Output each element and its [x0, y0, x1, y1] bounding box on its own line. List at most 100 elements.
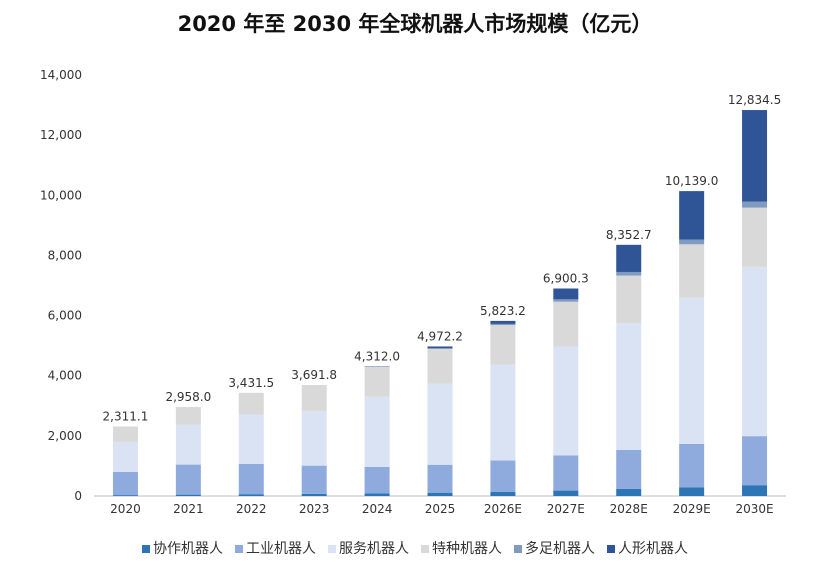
y-tick-label: 4,000 [48, 369, 82, 383]
legend-item: 人形机器人 [607, 538, 688, 558]
bar-segment [616, 488, 642, 496]
bar-segment [427, 348, 453, 349]
legend-swatch [514, 545, 522, 553]
bar-segment [679, 191, 705, 240]
bar-segment [679, 297, 705, 444]
bar-segment [427, 464, 453, 493]
bar-segment [616, 244, 642, 272]
y-tick-label: 10,000 [40, 188, 82, 202]
legend-label: 协作机器人 [153, 541, 223, 557]
bar-stack [238, 392, 264, 496]
x-tick-label: 2022 [236, 502, 267, 516]
bar-segment [238, 494, 264, 496]
bar-segment [616, 449, 642, 489]
y-tick-label: 14,000 [40, 68, 82, 82]
bar-stack [364, 366, 390, 496]
legend-label: 服务机器人 [339, 541, 409, 557]
total-label: 10,139.0 [665, 174, 718, 188]
bar-segment [238, 392, 264, 415]
bar-segment [490, 323, 516, 326]
bar-segment [742, 266, 768, 437]
legend-swatch [142, 545, 150, 553]
x-tick-label: 2023 [299, 502, 330, 516]
bar-stack [427, 346, 453, 496]
legend-item: 多足机器人 [514, 538, 595, 558]
total-label: 3,431.5 [228, 376, 274, 390]
x-tick-label: 2025 [425, 502, 456, 516]
bar-segment [364, 493, 390, 496]
y-tick-label: 8,000 [48, 248, 82, 262]
bar-segment [175, 424, 201, 465]
legend-swatch [421, 545, 429, 553]
bar-segment [301, 493, 327, 496]
x-tick-label: 2024 [362, 502, 393, 516]
bar-segment [490, 491, 516, 496]
bar-segment [553, 301, 579, 347]
bar-segment [742, 436, 768, 486]
bar-segment [427, 492, 453, 496]
y-tick-label: 0 [74, 489, 82, 503]
bar-segment [490, 320, 516, 324]
bar-segment [175, 407, 201, 425]
bar-segment [679, 487, 705, 496]
bar-segment [616, 271, 642, 276]
x-tick-label: 2020 [110, 502, 141, 516]
y-axis: 0 2,000 4,000 6,000 8,000 10,000 12,000 14,000 [40, 68, 82, 503]
bar-segment [490, 325, 516, 365]
y-tick-label: 2,000 [48, 429, 82, 443]
bar-segment [616, 323, 642, 450]
bar-segment [679, 443, 705, 488]
x-tick-label: 2028E [610, 502, 648, 516]
bar-segment [427, 383, 453, 465]
bar-segment [553, 346, 579, 456]
bar-segment [112, 441, 138, 472]
bar-segment [490, 364, 516, 461]
x-tick-label: 2029E [673, 502, 711, 516]
stacked-bar-chart: 02,0004,0006,0008,00010,00012,00014,000 … [40, 68, 786, 516]
legend: 协作机器人 工业机器人 服务机器人 特种机器人 多足机器人 人形机器人 [0, 538, 830, 558]
bar-segment [490, 460, 516, 492]
bar-segment [742, 207, 768, 267]
legend-item: 工业机器人 [235, 538, 316, 558]
legend-label: 人形机器人 [618, 541, 688, 557]
bar-segment [553, 455, 579, 491]
bar-segment [742, 110, 768, 202]
y-tick-label: 6,000 [48, 309, 82, 323]
bar-segment [679, 239, 705, 245]
chart-title: 2020 年至 2030 年全球机器人市场规模（亿元） [177, 12, 653, 36]
bar-segment [175, 464, 201, 495]
bar-segment [427, 348, 453, 384]
total-label: 2,958.0 [165, 390, 211, 404]
bar-segment [553, 299, 579, 302]
legend-item: 协作机器人 [142, 538, 223, 558]
total-label: 2,311.1 [103, 410, 149, 424]
x-axis: 2020 2021 2022 2023 2024 2025 2026E 2027E 2028E 2… [110, 502, 773, 516]
legend-label: 多足机器人 [525, 541, 595, 557]
bar-stack [490, 320, 516, 496]
x-tick-label: 2026E [484, 502, 522, 516]
data-labels: 2,311.1 2,958.0 3,431.5 3,691.8 4,312.0 4,972… [103, 93, 782, 423]
legend-label: 特种机器人 [432, 541, 502, 557]
total-label: 12,834.5 [728, 93, 781, 107]
bar-segment [364, 466, 390, 494]
bar-segment [238, 414, 264, 464]
bar-segment [679, 244, 705, 298]
bar-stack [679, 191, 705, 496]
bar-segment [301, 465, 327, 494]
bar-stack [616, 244, 642, 496]
bar-segment [742, 485, 768, 496]
total-label: 8,352.7 [606, 228, 652, 242]
bar-segment [112, 426, 138, 442]
bar-stack [742, 110, 768, 496]
bar-segment [112, 495, 138, 496]
bar-segment [553, 288, 579, 300]
total-label: 4,312.0 [354, 349, 400, 363]
legend-swatch [235, 545, 243, 553]
x-tick-label: 2030E [735, 502, 773, 516]
bar-stack [553, 288, 579, 496]
total-label: 6,900.3 [543, 271, 589, 285]
legend-item: 服务机器人 [328, 538, 409, 558]
bar-stack [112, 426, 138, 496]
bar-stack [301, 384, 327, 496]
legend-label: 工业机器人 [246, 541, 316, 557]
